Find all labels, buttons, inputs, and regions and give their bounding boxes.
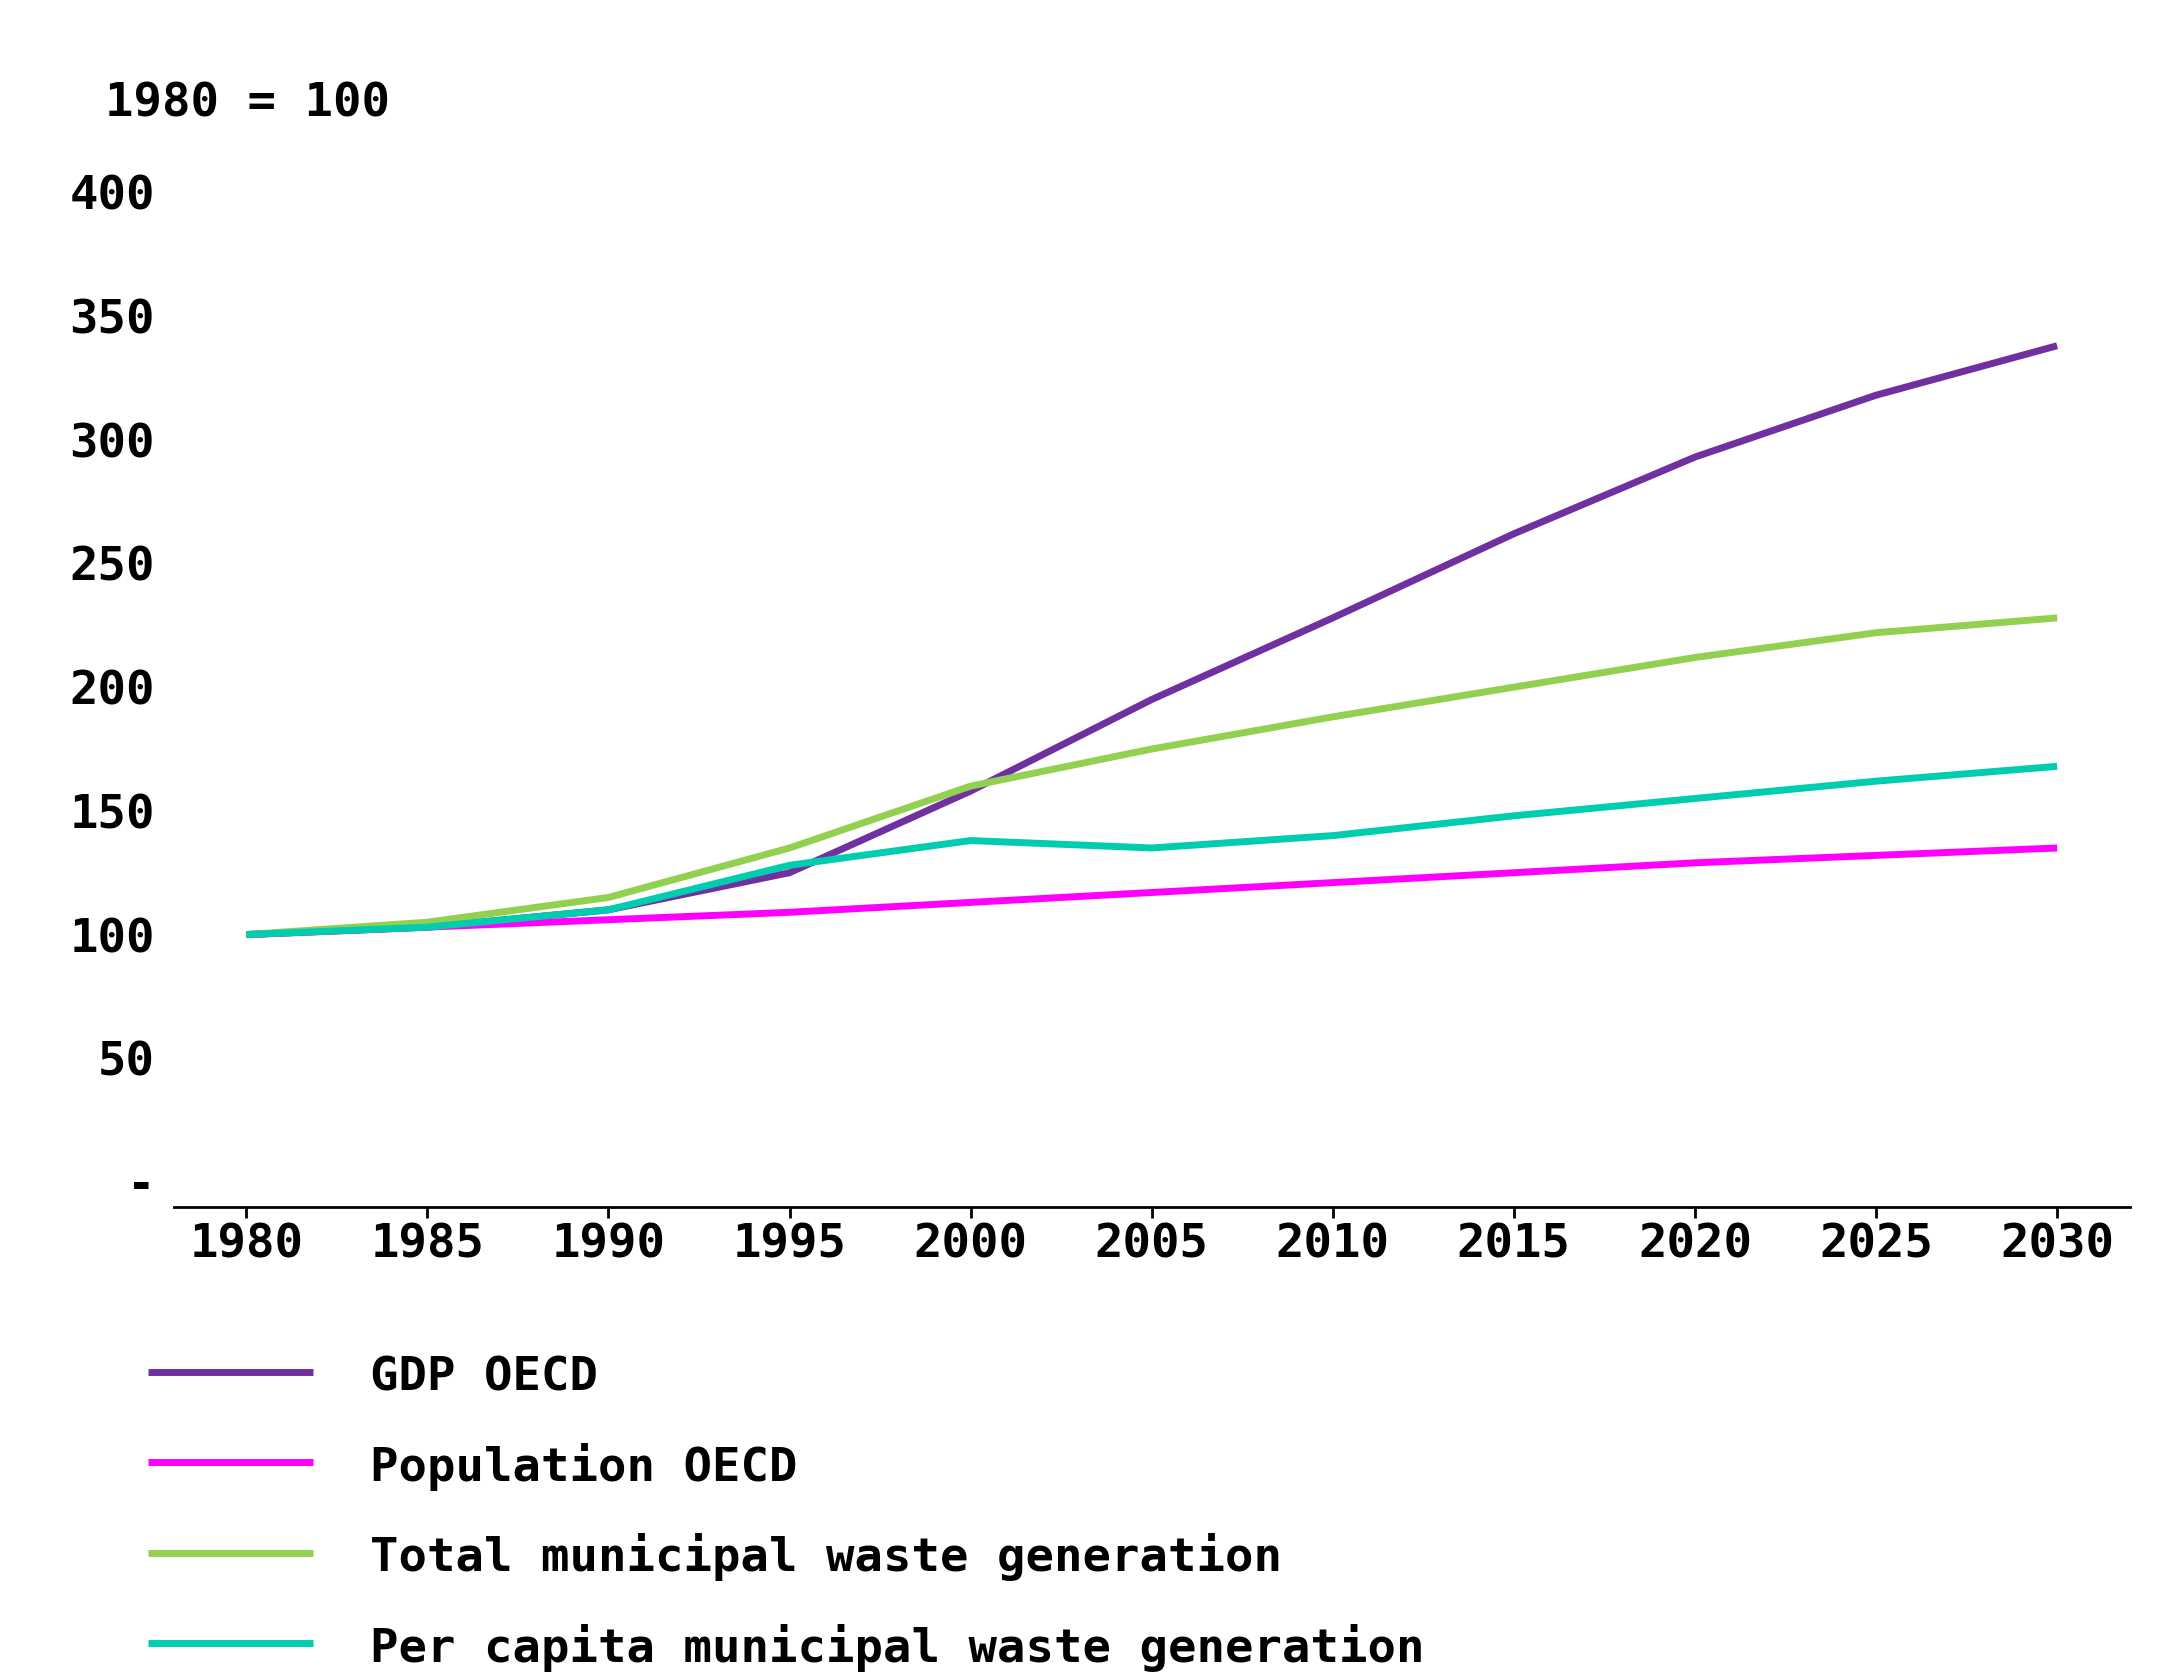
Population OECD (595, 910, 621, 930)
Total municipal waste generation (776, 838, 802, 858)
Per capita municipal waste generation (1502, 806, 1528, 826)
Total municipal waste generation (1862, 623, 1888, 644)
GDP OECD (1502, 523, 1528, 543)
Total municipal waste generation (958, 776, 984, 796)
Population OECD (415, 917, 441, 937)
GDP OECD (776, 863, 802, 883)
Population OECD (776, 902, 802, 922)
GDP OECD (1139, 689, 1165, 709)
GDP OECD (1682, 447, 1708, 468)
GDP OECD (2045, 335, 2071, 355)
Text: 1980 = 100: 1980 = 100 (104, 80, 391, 126)
Total municipal waste generation (1682, 647, 1708, 667)
Per capita municipal waste generation (958, 831, 984, 851)
Total municipal waste generation (2045, 608, 2071, 628)
Total municipal waste generation (595, 887, 621, 907)
Total municipal waste generation (415, 912, 441, 932)
Total municipal waste generation (1502, 677, 1528, 697)
Line: GDP OECD: GDP OECD (246, 345, 2058, 935)
Total municipal waste generation (1139, 739, 1165, 759)
Line: Total municipal waste generation: Total municipal waste generation (246, 618, 2058, 935)
Population OECD (1319, 873, 1345, 893)
GDP OECD (595, 900, 621, 920)
Population OECD (1862, 845, 1888, 865)
Legend: GDP OECD, Population OECD, Total municipal waste generation, Per capita municipa: GDP OECD, Population OECD, Total municip… (128, 1334, 1443, 1676)
Population OECD (1502, 863, 1528, 883)
Population OECD (958, 892, 984, 912)
Per capita municipal waste generation (1319, 826, 1345, 846)
Per capita municipal waste generation (1139, 838, 1165, 858)
Per capita municipal waste generation (2045, 756, 2071, 776)
Per capita municipal waste generation (595, 900, 621, 920)
Per capita municipal waste generation (1862, 771, 1888, 791)
Total municipal waste generation (233, 925, 259, 945)
Per capita municipal waste generation (233, 925, 259, 945)
Line: Per capita municipal waste generation: Per capita municipal waste generation (246, 766, 2058, 935)
GDP OECD (415, 917, 441, 937)
GDP OECD (958, 781, 984, 801)
GDP OECD (1862, 385, 1888, 406)
GDP OECD (233, 925, 259, 945)
Total municipal waste generation (1319, 707, 1345, 727)
GDP OECD (1319, 608, 1345, 628)
Line: Population OECD: Population OECD (246, 848, 2058, 935)
Population OECD (2045, 838, 2071, 858)
Population OECD (233, 925, 259, 945)
Population OECD (1682, 853, 1708, 873)
Population OECD (1139, 883, 1165, 903)
Per capita municipal waste generation (415, 917, 441, 937)
Per capita municipal waste generation (776, 855, 802, 875)
Per capita municipal waste generation (1682, 788, 1708, 808)
